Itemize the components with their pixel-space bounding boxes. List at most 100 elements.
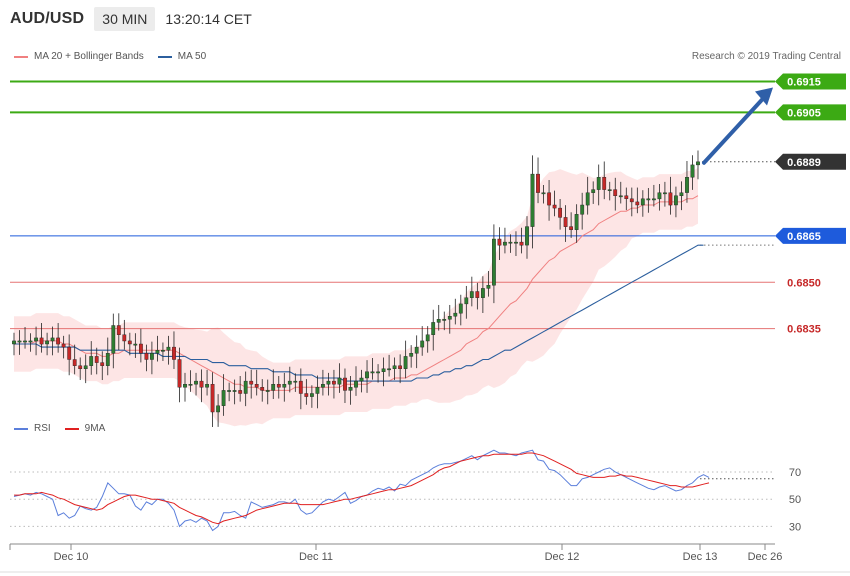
ma50-swatch bbox=[157, 55, 172, 58]
candle bbox=[276, 376, 281, 399]
candle bbox=[160, 342, 165, 362]
x-tick-label: Dec 13 bbox=[683, 551, 718, 563]
candle bbox=[370, 357, 375, 380]
rsi-tick-label: 70 bbox=[789, 467, 801, 479]
candle bbox=[442, 311, 447, 331]
candle bbox=[50, 326, 55, 356]
price-label-text: 0.6915 bbox=[787, 76, 821, 88]
candle bbox=[674, 186, 678, 218]
price-label-0.6865: 0.6865 bbox=[775, 227, 846, 244]
candle bbox=[508, 234, 513, 253]
candle bbox=[469, 276, 474, 307]
candle bbox=[149, 341, 154, 375]
candle bbox=[337, 363, 342, 393]
candle bbox=[519, 227, 524, 254]
candle bbox=[536, 157, 540, 204]
candle bbox=[392, 357, 397, 381]
candle bbox=[453, 298, 458, 325]
price-labels-layer: 0.6915 0.6905 0.6889 0.6865 0.6850 0.6835 bbox=[775, 73, 846, 336]
candle bbox=[657, 184, 662, 211]
candle bbox=[177, 347, 182, 403]
candle bbox=[34, 326, 39, 356]
candle bbox=[696, 150, 700, 180]
candle bbox=[111, 313, 116, 369]
rsi-9ma-line bbox=[14, 452, 710, 525]
candle bbox=[447, 304, 452, 334]
projection-arrow-head bbox=[755, 87, 773, 106]
candle bbox=[227, 382, 231, 402]
candle bbox=[685, 160, 689, 203]
copyright-label: Research © 2019 Trading Central bbox=[691, 51, 841, 62]
candle bbox=[464, 285, 469, 319]
candle bbox=[613, 177, 618, 211]
candle bbox=[116, 313, 121, 351]
candle bbox=[61, 335, 66, 359]
rsi-ma-swatch bbox=[64, 427, 79, 430]
timeframe-badge[interactable]: 30 MIN bbox=[94, 7, 156, 31]
candle bbox=[205, 369, 209, 396]
candle bbox=[552, 190, 557, 217]
candle bbox=[475, 282, 480, 310]
candle bbox=[602, 161, 607, 200]
candle bbox=[210, 372, 215, 427]
x-axis: Dec 10 Dec 11 Dec 12 Dec 13 Dec 26 bbox=[0, 543, 850, 573]
candle bbox=[89, 341, 94, 375]
candle bbox=[12, 332, 16, 356]
x-tick-label: Dec 12 bbox=[545, 551, 580, 563]
candle bbox=[492, 224, 496, 304]
candle bbox=[359, 369, 364, 393]
candle bbox=[563, 205, 568, 242]
price-label-0.6835: 0.6835 bbox=[787, 324, 821, 336]
candle bbox=[67, 334, 72, 376]
rsi-line bbox=[13, 449, 710, 532]
candle bbox=[624, 187, 629, 211]
candle bbox=[514, 231, 518, 256]
candle bbox=[127, 332, 132, 356]
candle bbox=[425, 326, 430, 353]
rsi-swatch bbox=[14, 427, 28, 430]
candle bbox=[249, 369, 254, 399]
candle bbox=[232, 379, 237, 405]
x-tick-label: Dec 10 bbox=[54, 551, 89, 563]
candle bbox=[574, 204, 579, 243]
candle bbox=[260, 379, 265, 402]
price-label-text: 0.6850 bbox=[787, 277, 821, 289]
candle bbox=[618, 181, 623, 204]
candle bbox=[304, 379, 309, 405]
ma20-swatch bbox=[14, 55, 28, 58]
candle bbox=[376, 364, 380, 383]
candle bbox=[287, 366, 292, 393]
candle bbox=[398, 354, 402, 384]
candle bbox=[420, 326, 425, 356]
price-levels-layer bbox=[10, 80, 775, 330]
candle bbox=[591, 181, 596, 204]
candle bbox=[431, 309, 436, 351]
price-label-text: 0.6905 bbox=[787, 107, 821, 119]
candle bbox=[105, 337, 110, 376]
candle bbox=[310, 385, 314, 408]
candle bbox=[78, 357, 83, 381]
candle bbox=[414, 335, 419, 369]
candle bbox=[298, 368, 303, 410]
candle bbox=[607, 181, 612, 201]
candle bbox=[138, 328, 143, 363]
candle bbox=[282, 372, 287, 402]
candle bbox=[133, 333, 138, 358]
candle bbox=[403, 340, 408, 379]
candle bbox=[122, 319, 127, 350]
candle bbox=[265, 379, 270, 405]
candles-layer bbox=[12, 150, 700, 427]
candle bbox=[199, 369, 204, 403]
candle bbox=[547, 179, 552, 221]
candle bbox=[381, 357, 386, 387]
time-label: 13:20:14 CET bbox=[165, 11, 252, 27]
candle bbox=[144, 344, 149, 372]
candle bbox=[387, 354, 391, 377]
candle bbox=[332, 369, 336, 399]
candle bbox=[348, 376, 353, 405]
candle bbox=[569, 212, 574, 238]
candle bbox=[541, 184, 546, 204]
rsi-legend-label: RSI bbox=[34, 423, 51, 434]
candle bbox=[668, 176, 673, 215]
